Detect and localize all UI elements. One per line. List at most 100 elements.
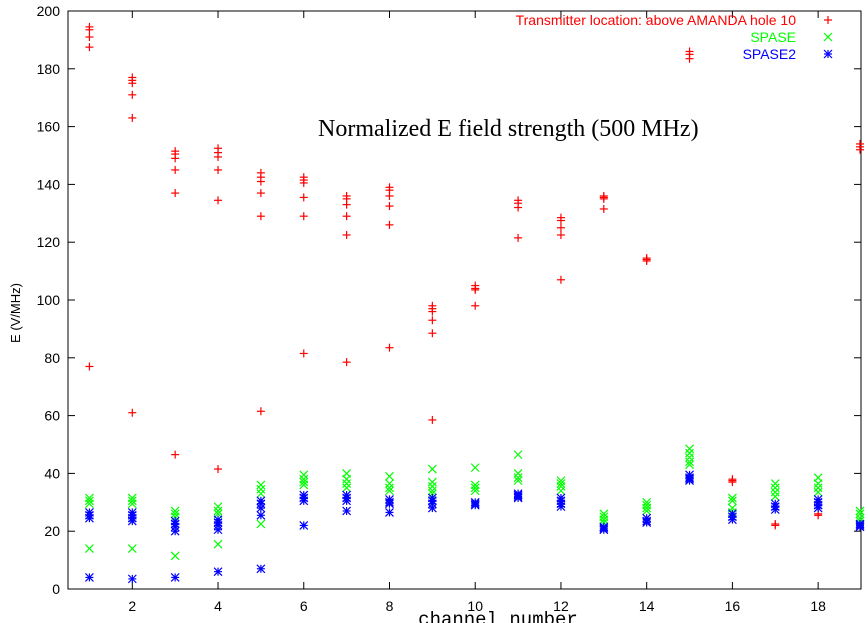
data-point (256, 510, 266, 520)
x-tick-label: 2 (128, 598, 136, 614)
data-point (213, 567, 223, 577)
data-point (171, 450, 180, 459)
data-point (427, 503, 437, 513)
data-point (128, 113, 137, 122)
data-point (385, 483, 394, 493)
y-tick-label: 200 (37, 3, 61, 19)
data-point (470, 500, 480, 510)
data-point (471, 301, 480, 310)
data-point (342, 212, 351, 221)
data-point (342, 506, 352, 516)
chart-annotation: Normalized E field strength (500 MHz) (318, 116, 699, 142)
data-point (127, 544, 137, 553)
data-point (299, 470, 309, 480)
data-point (556, 502, 566, 512)
legend-marker (823, 49, 833, 59)
data-point (599, 194, 608, 203)
data-point (770, 487, 780, 497)
data-point (214, 465, 223, 474)
data-point (856, 145, 864, 154)
data-point (385, 479, 394, 488)
data-point (427, 489, 437, 499)
data-point (299, 477, 309, 487)
data-point (685, 457, 694, 467)
data-point (85, 573, 94, 582)
legend-label: SPASE (750, 29, 796, 45)
data-point (556, 479, 566, 488)
data-point (128, 408, 137, 417)
y-tick-label: 180 (37, 61, 61, 77)
data-point (342, 483, 352, 493)
data-point (127, 574, 137, 584)
x-tick-label: 8 (386, 598, 394, 614)
data-point (385, 191, 394, 200)
data-point (556, 275, 565, 284)
x-axis-ticks: 2 4 6 8 10 12 14 16 18 (128, 11, 826, 614)
y-axis-label: E (V/MHz) (8, 283, 23, 343)
data-point (385, 486, 394, 496)
data-point (813, 479, 823, 488)
data-point (171, 154, 180, 163)
legend-label: Transmitter location: above AMANDA hole … (516, 12, 797, 28)
data-point (814, 511, 823, 520)
data-point (128, 90, 137, 99)
data-point (85, 544, 94, 553)
data-point (213, 539, 223, 549)
data-point (513, 476, 523, 486)
data-point (642, 506, 652, 516)
data-point (771, 521, 780, 530)
data-point (685, 476, 694, 486)
data-point (513, 493, 523, 503)
data-point (427, 486, 437, 496)
data-point (256, 519, 266, 529)
data-point (599, 515, 609, 525)
data-point (127, 496, 137, 506)
y-tick-label: 0 (52, 581, 60, 597)
data-point (514, 203, 523, 212)
data-point (127, 499, 137, 509)
x-tick-label: 12 (553, 598, 569, 614)
data-point (256, 407, 265, 416)
data-point (213, 525, 223, 535)
y-tick-label: 140 (37, 176, 61, 192)
legend: Transmitter location: above AMANDA hole … (516, 12, 833, 62)
data-point (685, 444, 694, 454)
data-point (556, 230, 565, 239)
legend-label: SPASE2 (743, 46, 797, 62)
data-point (170, 526, 180, 536)
data-point (770, 505, 780, 514)
data-point (85, 43, 94, 52)
x-tick-label: 6 (300, 598, 308, 614)
data-point (299, 480, 309, 490)
data-point (256, 480, 266, 490)
series-3 (85, 470, 865, 584)
data-point (256, 177, 265, 186)
data-point (299, 349, 308, 358)
data-point (813, 487, 823, 497)
plot-frame (67, 10, 862, 590)
data-point (470, 486, 480, 496)
data-point (342, 358, 351, 367)
data-point (428, 329, 437, 338)
data-point (556, 223, 565, 232)
plot-border (67, 10, 862, 590)
data-point (470, 483, 480, 493)
data-point (727, 496, 737, 506)
data-point (685, 453, 694, 462)
data-point (128, 79, 137, 88)
data-point (513, 468, 523, 478)
y-tick-label: 80 (44, 350, 60, 366)
data-point (171, 189, 180, 198)
data-point (556, 216, 565, 225)
data-point (256, 484, 266, 494)
data-point (855, 509, 865, 519)
data-point (213, 502, 223, 512)
data-point (342, 474, 352, 484)
data-point (85, 33, 94, 42)
data-point (642, 518, 652, 527)
data-point (855, 506, 865, 516)
data-point (513, 473, 523, 483)
data-point (599, 525, 609, 535)
data-point (170, 509, 180, 519)
